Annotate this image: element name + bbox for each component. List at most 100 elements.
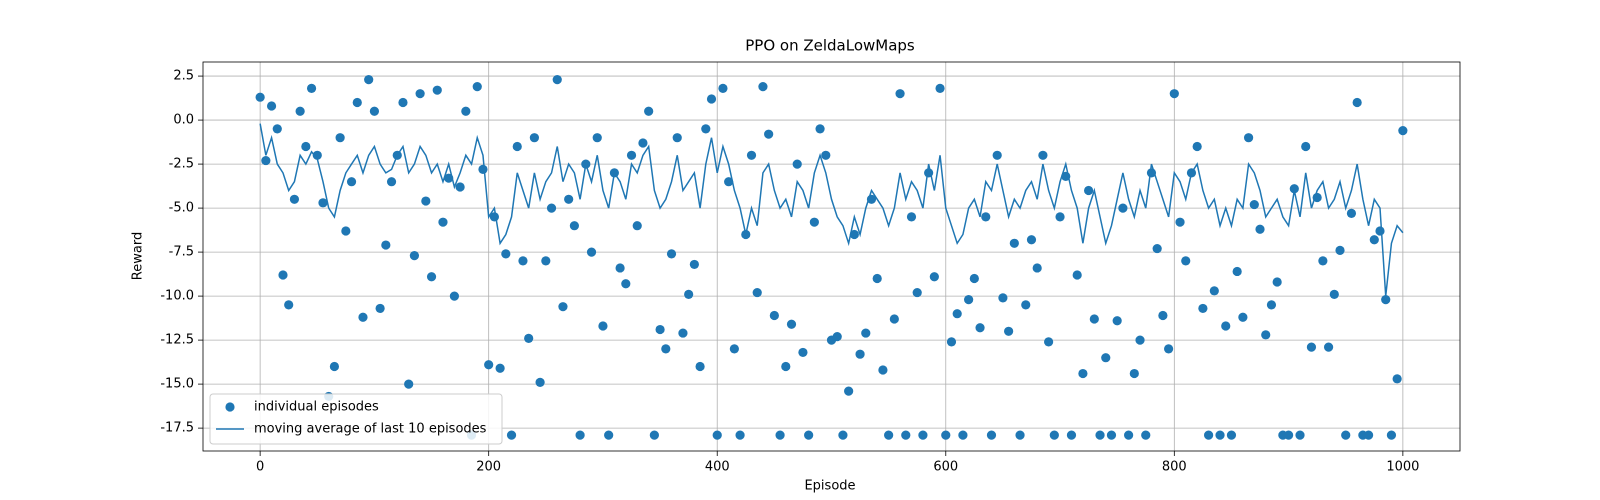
scatter-point (901, 430, 911, 440)
scatter-point (1363, 430, 1374, 440)
scatter-point (1221, 321, 1231, 331)
scatter-point (718, 83, 728, 94)
scatter-point (352, 97, 362, 108)
scatter-point (1181, 256, 1191, 266)
x-tick-label: 0 (256, 460, 264, 475)
scatter-point (615, 263, 625, 273)
scatter-point (364, 75, 374, 85)
scatter-point (1255, 224, 1265, 234)
legend-label: moving average of last 10 episodes (254, 422, 487, 437)
x-tick-label: 400 (705, 460, 730, 475)
scatter-point (689, 259, 699, 270)
scatter-point (1135, 335, 1145, 345)
scatter-point (1352, 97, 1362, 108)
scatter-point (626, 150, 637, 160)
scatter-point (1106, 430, 1117, 440)
scatter-point (872, 273, 882, 284)
scatter-point (678, 328, 688, 338)
scatter-point (1026, 235, 1037, 245)
scatter-point (1169, 89, 1179, 99)
scatter-point (1392, 374, 1402, 384)
scatter-point (684, 289, 694, 299)
scatter-point (398, 97, 408, 108)
x-tick-label: 800 (1162, 460, 1187, 475)
scatter-point (786, 319, 797, 329)
y-tick-label: -17.5 (160, 421, 194, 436)
scatter-point (552, 75, 562, 85)
scatter-point (884, 430, 894, 440)
scatter-point (1101, 353, 1111, 363)
scatter-point (604, 430, 614, 440)
scatter-point (449, 291, 459, 301)
scatter-point (1066, 430, 1077, 440)
y-tick-label: -12.5 (160, 333, 194, 348)
scatter-point (564, 194, 574, 204)
y-tick-label: -7.5 (169, 245, 194, 260)
scatter-point (546, 203, 557, 213)
scatter-point (318, 198, 328, 208)
scatter-point (821, 150, 831, 160)
x-tick-label: 600 (933, 460, 958, 475)
scatter-point (289, 194, 300, 204)
scatter-point (438, 217, 448, 227)
scatter-point (1049, 430, 1059, 440)
scatter-point (1289, 184, 1299, 194)
scatter-point (838, 430, 848, 440)
scatter-point (1032, 263, 1042, 273)
scatter-point (1004, 326, 1014, 336)
y-tick-label: -15.0 (160, 377, 194, 392)
scatter-point (1044, 337, 1054, 347)
scatter-point (798, 347, 808, 358)
scatter-point (895, 89, 905, 99)
scatter-point (1118, 203, 1128, 213)
scatter-point (1346, 208, 1357, 218)
scatter-point (1375, 226, 1385, 236)
scatter-point (1164, 344, 1174, 354)
scatter-point (706, 94, 717, 104)
scatter-point (752, 287, 762, 298)
scatter-point (1215, 430, 1225, 440)
scatter-point (1198, 303, 1208, 314)
scatter-point (655, 324, 665, 335)
scatter-point (1283, 430, 1294, 440)
scatter-point (1238, 312, 1248, 322)
scatter-point (735, 430, 745, 440)
scatter-point (1243, 133, 1254, 143)
scatter-point (809, 217, 819, 227)
scatter-point (592, 133, 602, 143)
scatter-point (1249, 199, 1259, 210)
scatter-point (849, 229, 859, 240)
scatter-point (1021, 300, 1031, 310)
scatter-point (272, 124, 282, 134)
scatter-point (346, 177, 357, 187)
scatter-point (804, 430, 814, 440)
legend-label: individual episodes (254, 400, 379, 415)
scatter-point (329, 361, 340, 372)
scatter-point (878, 365, 888, 375)
scatter-point (764, 129, 774, 139)
scatter-point (524, 333, 534, 343)
scatter-point (472, 82, 482, 92)
scatter-point (1398, 126, 1408, 136)
scatter-point (541, 256, 551, 266)
scatter-point (1386, 430, 1397, 440)
scatter-point (992, 150, 1002, 160)
scatter-point (1341, 430, 1351, 440)
scatter-point (981, 212, 991, 222)
scatter-point (724, 177, 734, 187)
scatter-point (815, 124, 825, 134)
scatter-point (1323, 342, 1334, 352)
scatter-point (1141, 430, 1151, 440)
x-tick-label: 200 (476, 460, 501, 475)
scatter-point (621, 279, 631, 289)
scatter-point (586, 247, 597, 257)
scatter-point (386, 177, 397, 187)
scatter-point (415, 89, 425, 99)
scatter-point (1078, 368, 1088, 379)
scatter-point (729, 344, 739, 354)
scatter-point (455, 182, 465, 192)
scatter-point (1072, 270, 1082, 280)
scatter-point (1038, 150, 1048, 160)
scatter-point (1232, 266, 1242, 277)
scatter-point (712, 430, 722, 440)
